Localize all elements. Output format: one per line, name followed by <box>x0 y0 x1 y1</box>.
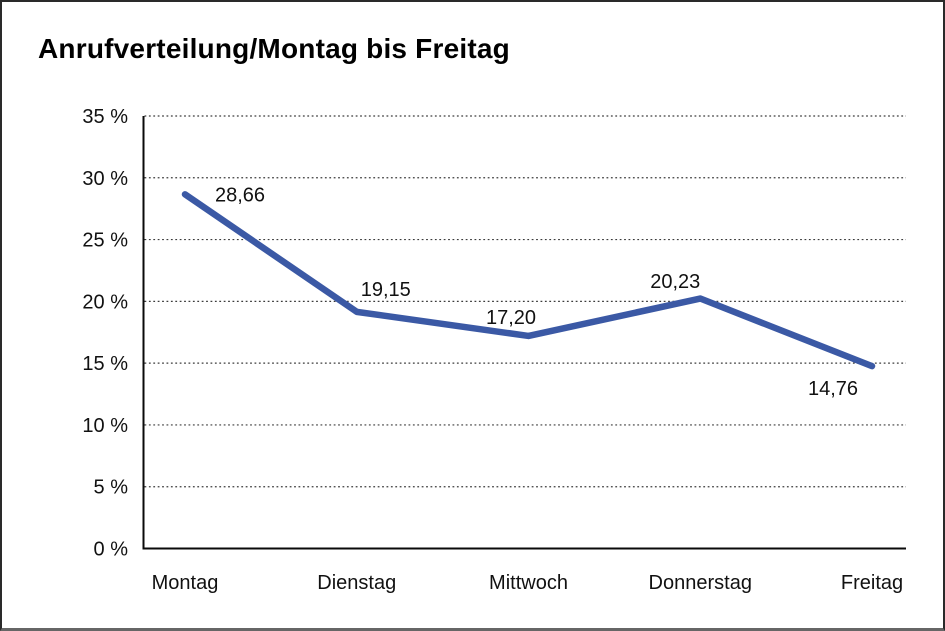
value-label: 17,20 <box>486 307 536 329</box>
value-label: 14,76 <box>808 378 858 400</box>
x-category-label: Dienstag <box>317 572 396 594</box>
y-tick-label: 15 % <box>82 353 128 375</box>
x-category-label: Montag <box>152 572 219 594</box>
y-tick-label: 0 % <box>94 539 129 561</box>
x-category-label: Mittwoch <box>489 572 568 594</box>
y-tick-label: 30 % <box>82 168 128 190</box>
data-line <box>181 191 876 370</box>
chart-title: Anrufverteilung/Montag bis Freitag <box>38 33 510 64</box>
y-tick-label: 35 % <box>82 106 128 128</box>
value-label: 20,23 <box>650 271 700 293</box>
y-tick-label: 25 % <box>82 230 128 252</box>
x-category-label: Freitag <box>841 572 903 594</box>
y-tick-label: 5 % <box>94 477 129 499</box>
value-label: 28,66 <box>215 184 265 206</box>
x-category-label: Donnerstag <box>649 572 752 594</box>
value-label: 19,15 <box>361 279 411 301</box>
y-tick-label: 10 % <box>82 415 128 437</box>
y-tick-label: 20 % <box>82 291 128 313</box>
